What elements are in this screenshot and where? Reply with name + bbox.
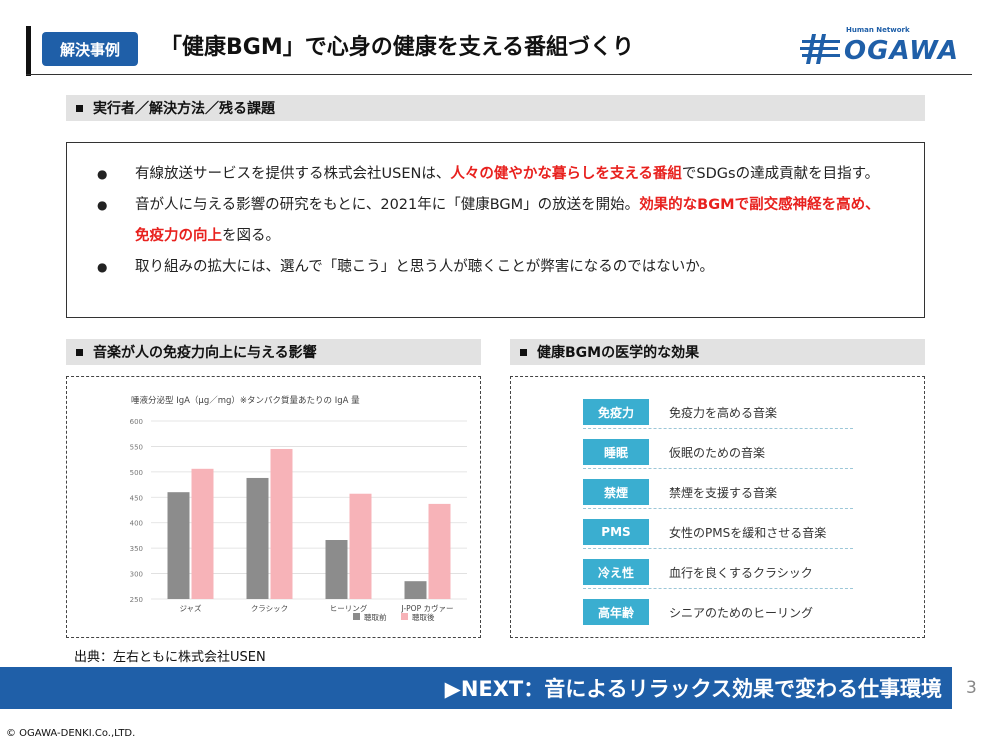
effect-text: 仮眠のための音楽 — [669, 445, 766, 460]
effect-tag: PMS — [583, 519, 649, 545]
logo-mark-icon — [800, 34, 840, 64]
bar — [270, 448, 293, 599]
effect-text: 禁煙を支援する音楽 — [669, 485, 778, 500]
effect-tag: 禁煙 — [583, 479, 649, 505]
list-item: ● 取り組みの拡大には、選んで「聴こう」と思う人が聴くことが弊害になるのではない… — [95, 252, 894, 283]
iga-bar-chart: 唾液分泌型 IgA（μg／mg）※タンパク質量あたりの IgA 量 250 300 3… — [130, 395, 467, 622]
bullet-text: 有線放送サービスを提供する株式会社USENは、 — [135, 166, 451, 182]
bar — [167, 492, 190, 599]
bar — [191, 468, 214, 599]
section-heading-issues: 実行者／解決方法／残る課題 — [66, 95, 925, 121]
effect-row: 免疫力 免疫力を高める音楽 — [583, 399, 853, 429]
source-note: 出典：左右ともに株式会社USEN — [74, 650, 266, 665]
effect-row: 睡眠 仮眠のための音楽 — [583, 439, 853, 469]
effect-row: 高年齢 シニアのためのヒーリング — [583, 599, 853, 629]
bullet-dot-icon: ● — [97, 167, 108, 181]
logo-tagline: Human Network — [846, 26, 910, 34]
category-badge: 解決事例 — [42, 32, 138, 66]
bullet-text: 取り組みの拡大には、選んで「聴こう」と思う人が聴くことが弊害になるのではないか。 — [135, 259, 714, 275]
effect-text: シニアのためのヒーリング — [669, 605, 814, 620]
legend-label: 聴取前 — [364, 612, 387, 622]
section-heading-text: 実行者／解決方法／残る課題 — [93, 101, 275, 117]
effect-row: 禁煙 禁煙を支援する音楽 — [583, 479, 853, 509]
bullet-text: を図る。 — [222, 228, 280, 244]
page-number: 3 — [966, 678, 977, 698]
page-title: 「健康BGM」で心身の健康を支える番組づくり — [160, 35, 635, 60]
y-tick-label: 350 — [130, 545, 143, 553]
bullet-dot-icon: ● — [97, 198, 108, 212]
effect-text: 女性のPMSを緩和させる音楽 — [669, 525, 827, 540]
header-accent-bar — [26, 26, 31, 76]
section-heading-chart: 音楽が人の免疫力向上に与える影響 — [66, 339, 481, 365]
y-tick-label: 400 — [130, 520, 143, 528]
bullet-list-box: ● 有線放送サービスを提供する株式会社USENは、人々の健やかな暮らしを支える番… — [66, 142, 925, 318]
effect-tag: 冷え性 — [583, 559, 649, 585]
square-bullet-icon — [520, 348, 527, 356]
effect-tag: 免疫力 — [583, 399, 649, 425]
company-logo: Human Network OGAWA — [800, 26, 976, 70]
bar — [246, 477, 269, 599]
effects-panel: 免疫力 免疫力を高める音楽 睡眠 仮眠のための音楽 禁煙 禁煙を支援する音楽 P… — [510, 376, 925, 638]
bar — [404, 581, 427, 599]
chart-panel: 唾液分泌型 IgA（μg／mg）※タンパク質量あたりの IgA 量 250 300 3… — [66, 376, 481, 638]
x-tick-label: ジャズ — [179, 603, 202, 613]
legend-swatch — [353, 613, 360, 620]
effect-tag: 睡眠 — [583, 439, 649, 465]
bullet-highlight: 効果的なBGMで副交感神経を高め、免疫力の向上 — [135, 197, 880, 244]
header-divider — [26, 74, 972, 75]
section-heading-text: 音楽が人の免疫力向上に与える影響 — [93, 345, 317, 361]
y-tick-label: 300 — [130, 571, 143, 579]
x-tick-label: クラシック — [251, 604, 288, 613]
y-tick-label: 450 — [130, 494, 143, 502]
x-tick-label: J-POP カヴァー — [401, 603, 454, 613]
bullet-dot-icon: ● — [97, 260, 108, 274]
list-item: ● 音が人に与える影響の研究をもとに、2021年に「健康BGM」の放送を開始。効… — [95, 190, 894, 252]
square-bullet-icon — [76, 104, 83, 112]
bar — [349, 493, 372, 599]
effect-tag: 高年齢 — [583, 599, 649, 625]
x-tick-label: ヒーリング — [330, 603, 368, 613]
effect-text: 血行を良くするクラシック — [669, 565, 813, 580]
effect-row: PMS 女性のPMSを緩和させる音楽 — [583, 519, 853, 549]
section-heading-text: 健康BGMの医学的な効果 — [537, 345, 700, 361]
square-bullet-icon — [76, 348, 83, 356]
list-item: ● 有線放送サービスを提供する株式会社USENは、人々の健やかな暮らしを支える番… — [95, 159, 894, 190]
bar — [325, 540, 348, 599]
legend-swatch — [401, 613, 408, 620]
copyright: © OGAWA-DENKI.Co.,LTD. — [6, 728, 136, 739]
y-tick-label: 550 — [130, 443, 143, 451]
section-heading-effects: 健康BGMの医学的な効果 — [510, 339, 925, 365]
next-banner: ▶NEXT：音によるリラックス効果で変わる仕事環境 — [0, 667, 952, 709]
legend-label: 聴取後 — [412, 612, 435, 622]
bullet-text: 音が人に与える影響の研究をもとに、2021年に「健康BGM」の放送を開始。 — [135, 197, 640, 213]
y-tick-label: 500 — [130, 469, 143, 477]
bar — [428, 503, 451, 599]
chart-title: 唾液分泌型 IgA（μg／mg）※タンパク質量あたりの IgA 量 — [131, 395, 360, 406]
y-tick-label: 600 — [130, 418, 143, 426]
bullet-highlight: 人々の健やかな暮らしを支える番組 — [450, 166, 682, 182]
effect-row: 冷え性 血行を良くするクラシック — [583, 559, 853, 589]
effect-text: 免疫力を高める音楽 — [669, 405, 778, 420]
bullet-text: でSDGsの達成貢献を目指す。 — [681, 166, 880, 182]
logo-wordmark: OGAWA — [844, 36, 960, 66]
y-tick-label: 250 — [130, 596, 143, 604]
